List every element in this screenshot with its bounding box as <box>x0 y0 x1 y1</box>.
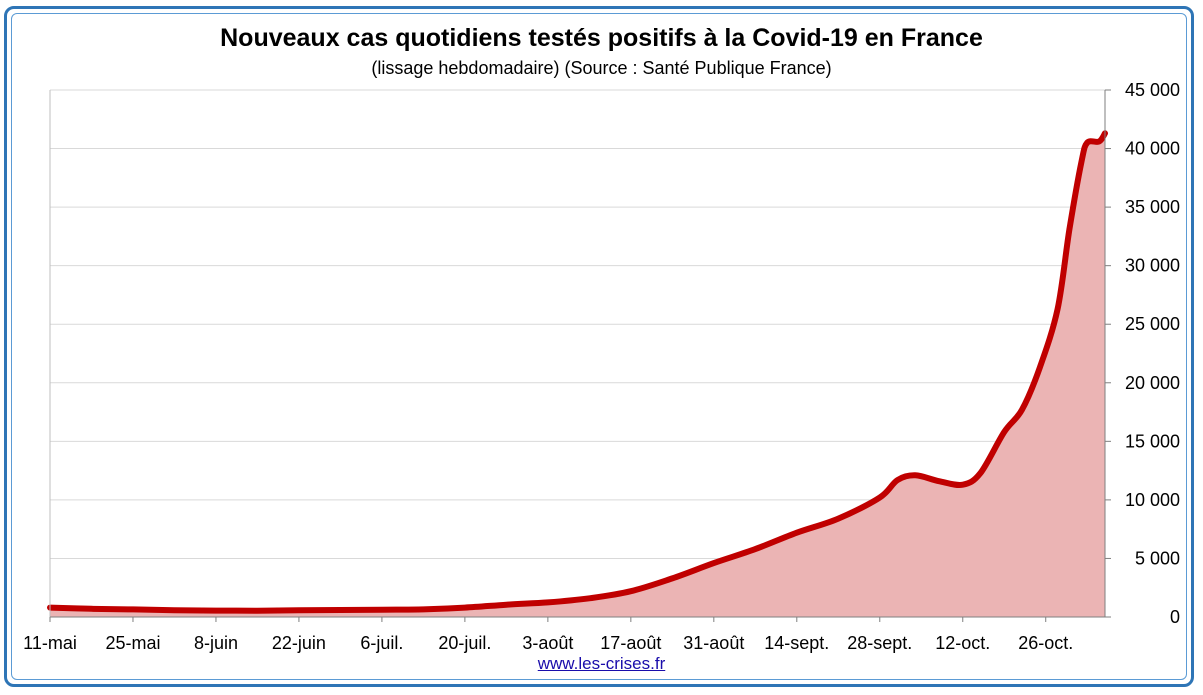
x-tick-label: 6-juil. <box>360 633 403 653</box>
y-tick-label: 0 <box>1170 607 1180 627</box>
x-tick-label: 26-oct. <box>1018 633 1073 653</box>
y-tick-label: 15 000 <box>1125 431 1180 451</box>
x-tick-label: 3-août <box>522 633 573 653</box>
y-tick-label: 25 000 <box>1125 314 1180 334</box>
x-tick-label: 14-sept. <box>764 633 829 653</box>
x-tick-label: 11-mai <box>23 633 77 653</box>
y-tick-label: 35 000 <box>1125 197 1180 217</box>
y-tick-label: 45 000 <box>1125 80 1180 100</box>
x-tick-label: 20-juil. <box>438 633 491 653</box>
x-tick-label: 28-sept. <box>847 633 912 653</box>
y-tick-label: 20 000 <box>1125 373 1180 393</box>
x-tick-label: 25-mai <box>105 633 160 653</box>
source-link[interactable]: www.les-crises.fr <box>537 654 666 673</box>
x-tick-label: 8-juin <box>194 633 238 653</box>
y-tick-label: 10 000 <box>1125 490 1180 510</box>
inner-frame <box>11 13 1187 680</box>
x-tick-label: 22-juin <box>272 633 326 653</box>
x-tick-label: 17-août <box>600 633 661 653</box>
chart-subtitle: (lissage hebdomadaire) (Source : Santé P… <box>371 58 832 78</box>
source-footer: www.les-crises.fr <box>0 654 1203 674</box>
y-tick-label: 5 000 <box>1135 548 1180 568</box>
series-line <box>47 130 1108 614</box>
x-tick-label: 31-août <box>683 633 744 653</box>
series-area <box>50 133 1105 618</box>
chart-title: Nouveaux cas quotidiens testés positifs … <box>220 24 983 52</box>
y-tick-label: 30 000 <box>1125 256 1180 276</box>
y-tick-label: 40 000 <box>1125 139 1180 159</box>
x-tick-label: 12-oct. <box>935 633 990 653</box>
outer-frame <box>4 6 1194 687</box>
